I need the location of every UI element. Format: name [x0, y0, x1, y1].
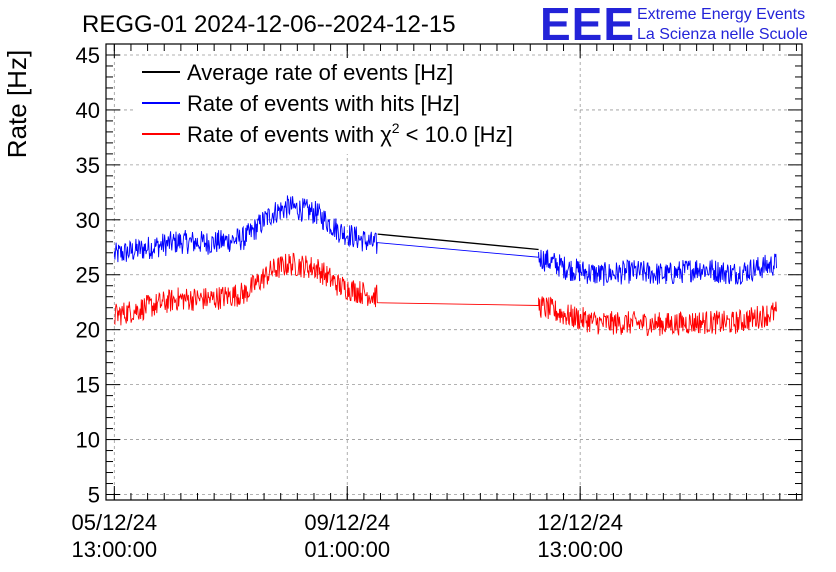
- legend-label-hits: Rate of events with hits [Hz]: [187, 91, 460, 116]
- series-line-average: [377, 233, 539, 251]
- y-tick-label: 15: [76, 373, 100, 398]
- legend: Average rate of events [Hz] Rate of even…: [134, 58, 574, 154]
- y-axis-title: Rate [Hz]: [2, 50, 32, 158]
- y-tick-label: 30: [76, 208, 100, 233]
- eee-logo-text: EEE: [540, 0, 635, 50]
- x-tick-label-time: 13:00:00: [71, 537, 157, 562]
- series-line-hits: [113, 195, 777, 286]
- chart-title: REGG-01 2024-12-06--2024-12-15: [82, 11, 456, 38]
- x-axis: 05/12/2413:00:0009/12/2401:00:0012/12/24…: [71, 44, 797, 562]
- y-tick-label: 40: [76, 98, 100, 123]
- legend-chi2-suffix: < 10.0 [Hz]: [400, 122, 513, 147]
- legend-chi2-prefix: Rate of events with χ: [187, 122, 392, 147]
- series-layer: [113, 195, 777, 337]
- plot-frame: [105, 43, 803, 501]
- y-tick-label: 20: [76, 318, 100, 343]
- x-tick-label-date: 09/12/24: [304, 510, 390, 535]
- y-tick-label: 35: [76, 153, 100, 178]
- grid-lines: [106, 44, 802, 500]
- y-axis: 5 10 15 20 25 30 35 40 45: [76, 43, 802, 508]
- legend-label-chi2: Rate of events with χ2 < 10.0 [Hz]: [187, 120, 513, 147]
- x-tick-label-time: 13:00:00: [537, 537, 623, 562]
- legend-label-average: Average rate of events [Hz]: [187, 60, 453, 85]
- legend-chi2-sup: 2: [392, 120, 400, 136]
- y-tick-label: 45: [76, 43, 100, 68]
- y-tick-label: 5: [88, 483, 100, 508]
- brand-line-2: La Scienza nelle Scuole: [637, 26, 808, 43]
- brand-line-1: Extreme Energy Events: [637, 6, 805, 23]
- x-tick-label-time: 01:00:00: [304, 537, 390, 562]
- y-tick-label: 10: [76, 428, 100, 453]
- y-tick-label: 25: [76, 263, 100, 288]
- x-tick-label-date: 12/12/24: [537, 510, 623, 535]
- series-line-chi2: [113, 252, 777, 337]
- legend-background: [134, 58, 574, 154]
- eee-logo: EEE Extreme Energy Events La Scienza nel…: [540, 0, 808, 50]
- x-tick-label-date: 05/12/24: [71, 510, 157, 535]
